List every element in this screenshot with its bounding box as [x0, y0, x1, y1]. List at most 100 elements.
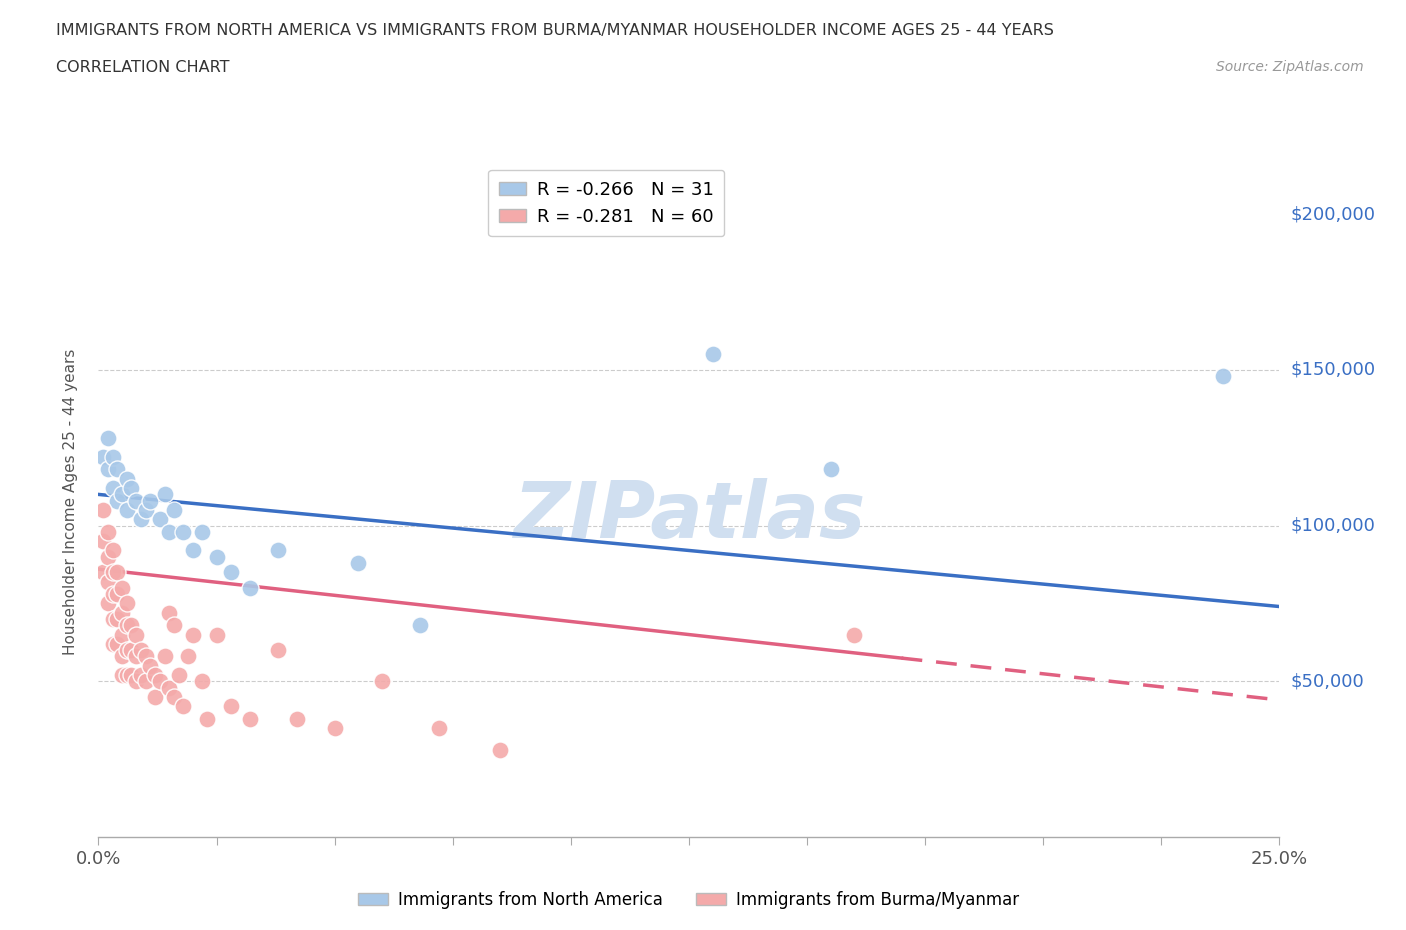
Point [105, 636, 128, 651]
Text: $150,000: $150,000 [1291, 361, 1375, 379]
Point [97, 462, 120, 477]
Y-axis label: Householder Income Ages 25 - 44 years: Householder Income Ages 25 - 44 years [63, 349, 77, 656]
Point [163, 689, 186, 704]
Point [135, 649, 157, 664]
Point [111, 627, 134, 642]
Point [125, 649, 148, 664]
Point [97, 574, 120, 589]
Point [129, 512, 152, 526]
Point [115, 472, 138, 486]
Point [143, 689, 166, 704]
Point [1212, 368, 1234, 383]
Text: Source: ZipAtlas.com: Source: ZipAtlas.com [1216, 60, 1364, 74]
Point [371, 674, 394, 689]
Point [115, 643, 138, 658]
Point [129, 668, 152, 683]
Point [121, 618, 143, 632]
Point [408, 618, 430, 632]
Point [205, 627, 228, 642]
Point [101, 587, 124, 602]
Point [347, 555, 370, 570]
Point [129, 643, 152, 658]
Point [149, 512, 172, 526]
Point [111, 487, 134, 502]
Point [163, 502, 186, 517]
Point [121, 643, 143, 658]
Point [139, 658, 162, 673]
Text: $100,000: $100,000 [1291, 516, 1375, 535]
Point [153, 487, 176, 502]
Point [267, 643, 290, 658]
Point [105, 462, 128, 477]
Point [135, 674, 157, 689]
Legend: Immigrants from North America, Immigrants from Burma/Myanmar: Immigrants from North America, Immigrant… [352, 884, 1026, 916]
Text: $200,000: $200,000 [1291, 206, 1375, 223]
Point [820, 462, 842, 477]
Point [111, 668, 134, 683]
Point [239, 580, 262, 595]
Point [172, 698, 194, 713]
Point [101, 612, 124, 627]
Text: $50,000: $50,000 [1291, 672, 1364, 690]
Point [191, 674, 214, 689]
Point [125, 674, 148, 689]
Point [111, 580, 134, 595]
Point [97, 431, 120, 445]
Point [167, 668, 190, 683]
Point [135, 502, 157, 517]
Text: IMMIGRANTS FROM NORTH AMERICA VS IMMIGRANTS FROM BURMA/MYANMAR HOUSEHOLDER INCOM: IMMIGRANTS FROM NORTH AMERICA VS IMMIGRA… [56, 23, 1054, 38]
Point [285, 711, 308, 726]
Point [153, 649, 176, 664]
Point [115, 618, 138, 632]
Point [105, 565, 128, 579]
Point [101, 449, 124, 464]
Point [101, 481, 124, 496]
Point [323, 721, 346, 736]
Point [702, 347, 724, 362]
Point [195, 711, 218, 726]
Point [191, 525, 214, 539]
Point [105, 587, 128, 602]
Point [181, 543, 204, 558]
Point [121, 668, 143, 683]
Point [115, 596, 138, 611]
Point [267, 543, 290, 558]
Point [205, 550, 228, 565]
Point [219, 698, 242, 713]
Point [219, 565, 242, 579]
Point [157, 525, 180, 539]
Text: CORRELATION CHART: CORRELATION CHART [56, 60, 229, 75]
Point [97, 550, 120, 565]
Point [91, 502, 114, 517]
Point [101, 565, 124, 579]
Point [115, 668, 138, 683]
Point [181, 627, 204, 642]
Point [125, 493, 148, 508]
Point [111, 649, 134, 664]
Point [163, 618, 186, 632]
Point [111, 605, 134, 620]
Point [139, 493, 162, 508]
Point [489, 742, 512, 757]
Point [115, 502, 138, 517]
Point [105, 493, 128, 508]
Point [427, 721, 450, 736]
Point [91, 534, 114, 549]
Point [97, 525, 120, 539]
Point [121, 481, 143, 496]
Point [177, 649, 200, 664]
Point [97, 596, 120, 611]
Point [105, 612, 128, 627]
Point [91, 565, 114, 579]
Point [157, 680, 180, 695]
Point [149, 674, 172, 689]
Point [239, 711, 262, 726]
Point [157, 605, 180, 620]
Point [91, 449, 114, 464]
Point [101, 636, 124, 651]
Point [844, 627, 866, 642]
Point [101, 543, 124, 558]
Point [125, 627, 148, 642]
Point [172, 525, 194, 539]
Point [143, 668, 166, 683]
